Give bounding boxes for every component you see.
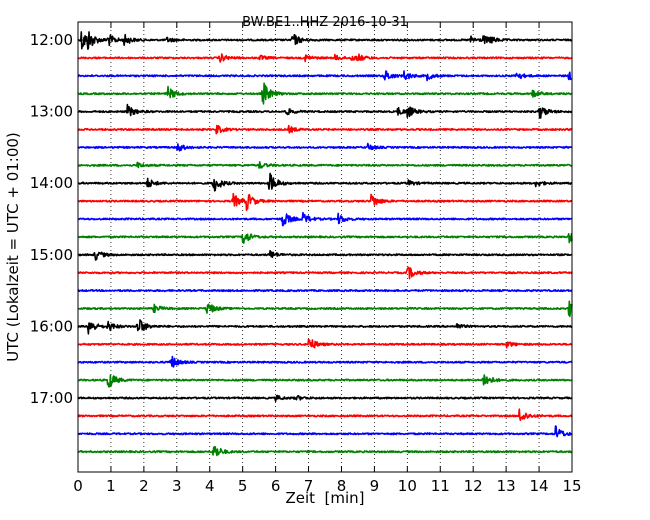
y-axis-label: UTC (Lokalzeit = UTC + 01:00)	[4, 132, 22, 362]
x-tick-label: 5	[238, 477, 248, 495]
y-tick-label: 16:00	[30, 317, 73, 335]
trace-1515	[77, 266, 573, 280]
y-axis-ticks: 12:00 13:00 14:00 15:00 16:00 17:00	[30, 31, 572, 407]
x-tick-label: 7	[304, 477, 314, 495]
y-tick-label: 14:00	[30, 174, 73, 192]
x-tick-label: 12	[464, 477, 483, 495]
x-tick-label: 14	[530, 477, 549, 495]
y-tick-label: 17:00	[30, 389, 73, 407]
trace-1430	[77, 211, 573, 227]
x-tick-label: 15	[562, 477, 581, 495]
y-tick-label: 15:00	[30, 246, 73, 264]
y-tick-label: 13:00	[30, 103, 73, 121]
trace-1215	[77, 53, 573, 63]
trace-1730	[77, 425, 573, 438]
x-axis-ticks: 0 1 2 3 4 5 6 7 8 9 10 11 12 13 14 15	[73, 22, 582, 495]
trace-layer	[77, 31, 573, 457]
y-tick-label: 12:00	[30, 31, 73, 49]
trace-1300	[77, 103, 573, 119]
trace-1545	[77, 300, 573, 318]
trace-1500	[77, 249, 573, 261]
x-tick-label: 1	[106, 477, 116, 495]
trace-1230	[77, 70, 573, 82]
x-tick-label: 13	[497, 477, 516, 495]
trace-1415	[77, 192, 573, 211]
x-tick-label: 10	[398, 477, 417, 495]
trace-1315	[77, 124, 573, 135]
trace-1630	[77, 355, 573, 368]
x-tick-label: 3	[172, 477, 182, 495]
x-tick-label: 6	[271, 477, 281, 495]
trace-1345	[77, 161, 573, 169]
x-tick-label: 4	[205, 477, 215, 495]
plot-frame	[77, 21, 573, 473]
trace-1615	[77, 338, 573, 349]
trace-1715	[77, 408, 573, 422]
grid-layer	[110, 22, 540, 472]
trace-1330	[77, 142, 573, 152]
x-tick-label: 8	[337, 477, 347, 495]
x-tick-label: 0	[73, 477, 83, 495]
trace-1530	[77, 288, 573, 293]
x-tick-label: 9	[370, 477, 380, 495]
trace-1245	[77, 82, 573, 105]
x-axis-label: Zeit [min]	[285, 489, 364, 507]
x-tick-label: 2	[139, 477, 149, 495]
trace-1200	[77, 31, 573, 51]
x-tick-label: 11	[431, 477, 450, 495]
trace-1700	[77, 394, 573, 403]
trace-1445	[77, 233, 573, 244]
trace-1400	[77, 172, 573, 192]
trace-1600	[77, 319, 573, 335]
trace-1645	[77, 374, 573, 388]
trace-1745	[77, 445, 573, 457]
